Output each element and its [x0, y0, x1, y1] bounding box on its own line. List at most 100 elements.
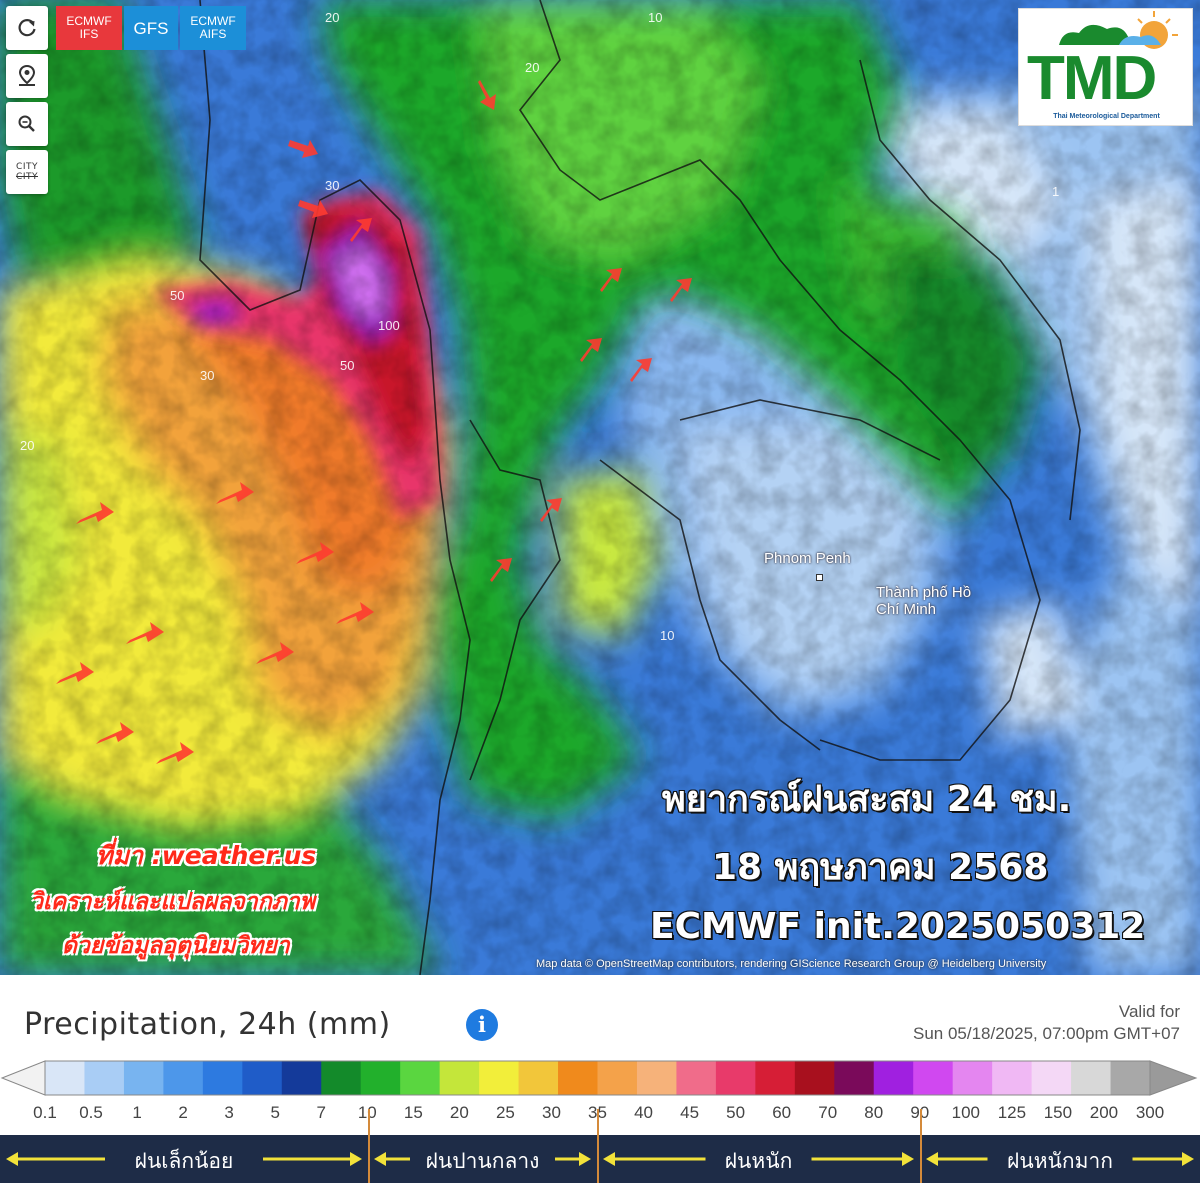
map-controls: CITY CITY: [6, 6, 48, 194]
arrow-right-icon: [350, 1152, 362, 1166]
scale-swatch: [321, 1061, 362, 1095]
forecast-date: 18 พฤษภาคม 2568: [711, 846, 1049, 889]
info-icon[interactable]: i: [466, 1009, 498, 1041]
scale-tick-label: 2: [178, 1103, 188, 1122]
scale-tick-label: 0.1: [33, 1103, 57, 1122]
rain-category-label: ฝนปานกลาง: [425, 1149, 540, 1173]
arrow-right-icon: [1182, 1152, 1194, 1166]
scale-left-arrow-icon: [0, 1060, 46, 1096]
scale-tick-label: 30: [541, 1103, 561, 1122]
scale-tick-label: 20: [449, 1103, 469, 1122]
scale-tick-label: 125: [997, 1103, 1027, 1122]
place-ho-chi-minh[interactable]: Thành phố Hồ Chí Minh: [876, 584, 976, 618]
scale-outline: [44, 1060, 1151, 1096]
source-line: ที่มา :weather.us: [96, 841, 317, 870]
place-label: Phnom Penh: [764, 550, 851, 567]
rain-category-label: ฝนหนัก: [724, 1149, 793, 1173]
scale-swatch: [715, 1061, 756, 1095]
contour-label: 10: [660, 628, 674, 643]
scale-swatch: [1110, 1061, 1151, 1095]
tab-line1: ECMWF: [66, 14, 112, 28]
scale-swatch: [992, 1061, 1033, 1095]
rain-category-label: ฝนหนักมาก: [1007, 1149, 1113, 1173]
scale-tick-label: 50: [726, 1103, 746, 1122]
valid-time: Sun 05/18/2025, 07:00pm GMT+07: [913, 1024, 1180, 1043]
scale-swatch: [163, 1061, 204, 1095]
arrow-left-icon: [926, 1152, 938, 1166]
tab-ecmwf-aifs[interactable]: ECMWF AIFS: [180, 6, 246, 50]
contour-label: 100: [378, 318, 400, 333]
arrow-right-icon: [579, 1152, 591, 1166]
contour-label: 20: [525, 60, 539, 75]
contour-label: 20: [20, 438, 34, 453]
scale-tick-label: 7: [316, 1103, 326, 1122]
scale-swatch: [558, 1061, 598, 1095]
place-phnom-penh-marker: [814, 568, 823, 585]
scale-tick-label: 5: [270, 1103, 280, 1122]
city-toggle-button[interactable]: CITY CITY: [6, 150, 48, 194]
scale-tick-label: 3: [224, 1103, 234, 1122]
forecast-init: ECMWF init.2025050312: [649, 905, 1146, 948]
scale-tick-label: 60: [772, 1103, 792, 1122]
scale-tick-label: 25: [495, 1103, 515, 1122]
scale-tick-label: 45: [680, 1103, 700, 1122]
source-analysis-line: วิเคราะห์และแปลผลจากภาพ: [30, 889, 315, 915]
scale-swatch: [952, 1061, 993, 1095]
city-dot-icon: [816, 574, 823, 581]
refresh-icon[interactable]: [6, 6, 48, 50]
scale-tick-label: 200: [1089, 1103, 1119, 1122]
scale-tick-label: 100: [951, 1103, 981, 1122]
scale-swatch: [913, 1061, 954, 1095]
tab-ecmwf-ifs[interactable]: ECMWF IFS: [56, 6, 122, 50]
contour-label: 50: [170, 288, 184, 303]
scale-swatch: [479, 1061, 520, 1095]
scale-ticks: 0.10.51235710152025303540455060708090100…: [0, 1103, 1200, 1127]
legend-title: Precipitation, 24h (mm): [24, 1007, 391, 1042]
scale-tick-label: 70: [818, 1103, 838, 1122]
scale-swatch: [45, 1061, 85, 1095]
tab-line1: GFS: [133, 18, 169, 38]
scale-swatch: [676, 1061, 717, 1095]
tmd-logo: TMD Thai Meteorological Department: [1018, 8, 1193, 126]
scale-tick-label: 90: [910, 1103, 929, 1123]
contour-label: 50: [340, 358, 354, 373]
tab-line1: ECMWF: [190, 14, 236, 28]
category-divider: [368, 1109, 370, 1183]
scale-swatch: [202, 1061, 243, 1095]
location-pin-icon[interactable]: [6, 54, 48, 98]
scale-right-arrow-icon: [1149, 1060, 1198, 1096]
rain-category-bar: ฝนเล็กน้อย ฝนปานกลาง ฝนหนัก ฝนหนักมาก: [0, 1109, 1200, 1183]
map-attribution[interactable]: Map data © OpenStreetMap contributors, r…: [536, 958, 1047, 970]
scale-swatch: [281, 1061, 322, 1095]
scale-swatch: [794, 1061, 835, 1095]
arrow-left-icon: [374, 1152, 386, 1166]
precipitation-legend: Precipitation, 24h (mm) i Valid for Sun …: [0, 975, 1200, 1191]
place-phnom-penh[interactable]: Phnom Penh: [764, 550, 851, 567]
valid-time-block: Valid for Sun 05/18/2025, 07:00pm GMT+07: [913, 1001, 1180, 1045]
category-divider: [920, 1109, 922, 1183]
logo-letters: TMD: [1027, 44, 1157, 113]
category-divider: [597, 1109, 599, 1183]
scale-tick-label: 15: [403, 1103, 423, 1122]
arrow-left-icon: [6, 1152, 18, 1166]
scale-swatch: [439, 1061, 480, 1095]
arrow-right-icon: [902, 1152, 914, 1166]
place-label: Thành phố Hồ Chí Minh: [876, 584, 972, 618]
scale-tick-label: 1: [132, 1103, 142, 1122]
city-toggle-line2: CITY: [16, 172, 38, 182]
color-scale-bar: [0, 1060, 1198, 1096]
logo-subtitle: Thai Meteorological Department: [1053, 113, 1160, 120]
tab-gfs[interactable]: GFS: [124, 6, 178, 50]
contour-label: 30: [325, 178, 339, 193]
scale-tick-label: 300: [1135, 1103, 1165, 1122]
scale-swatch: [636, 1061, 677, 1095]
contour-label: 20: [325, 10, 339, 25]
rain-category-label: ฝนเล็กน้อย: [134, 1149, 234, 1173]
zoom-icon[interactable]: [6, 102, 48, 146]
model-tabs: ECMWF IFS GFS ECMWF AIFS: [56, 6, 246, 50]
precipitation-map[interactable]: 20 10 20 30 50 100 50 30 20 10 1: [0, 0, 1200, 975]
logo-sun-cloud-icon: [1059, 11, 1178, 49]
scale-swatch: [242, 1061, 283, 1095]
scale-tick-label: 150: [1043, 1103, 1073, 1122]
